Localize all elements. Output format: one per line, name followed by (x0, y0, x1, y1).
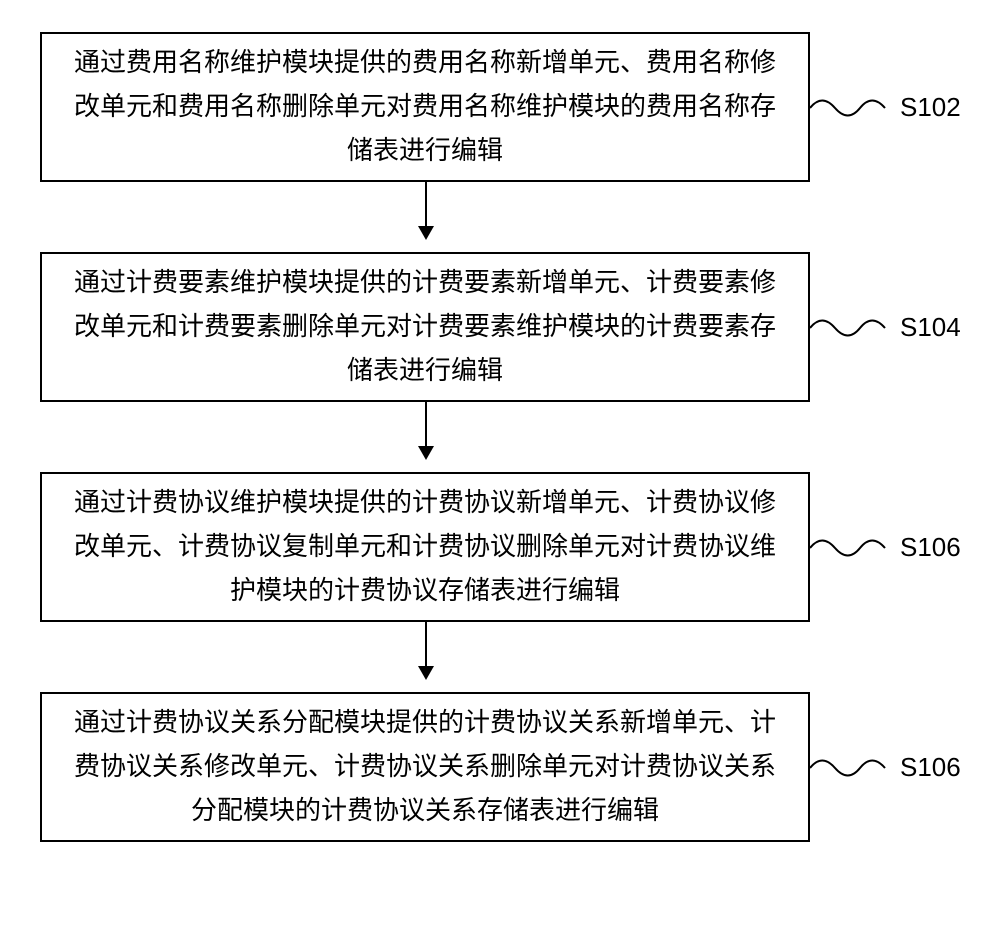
step-box-s106b: 通过计费协议关系分配模块提供的计费协议关系新增单元、计费协议关系修改单元、计费协… (40, 692, 810, 842)
step-text: 通过费用名称维护模块提供的费用名称新增单元、费用名称修改单元和费用名称删除单元对… (62, 41, 788, 174)
step-box-s104: 通过计费要素维护模块提供的计费要素新增单元、计费要素修改单元和计费要素删除单元对… (40, 252, 810, 402)
step-label-s106a: S106 (810, 532, 961, 563)
step-label-text: S102 (900, 92, 961, 123)
step-text: 通过计费协议维护模块提供的计费协议新增单元、计费协议修改单元、计费协议复制单元和… (62, 481, 788, 614)
squiggle-connector (810, 753, 900, 783)
step-label-s104: S104 (810, 312, 961, 343)
step-box-s102: 通过费用名称维护模块提供的费用名称新增单元、费用名称修改单元和费用名称删除单元对… (40, 32, 810, 182)
arrow-s106a-s106b (425, 622, 427, 678)
step-text: 通过计费要素维护模块提供的计费要素新增单元、计费要素修改单元和计费要素删除单元对… (62, 261, 788, 394)
arrow-s102-s104 (425, 182, 427, 238)
squiggle-connector (810, 533, 900, 563)
step-label-s102: S102 (810, 92, 961, 123)
step-label-text: S106 (900, 752, 961, 783)
step-label-text: S106 (900, 532, 961, 563)
arrow-s104-s106a (425, 402, 427, 458)
step-box-s106a: 通过计费协议维护模块提供的计费协议新增单元、计费协议修改单元、计费协议复制单元和… (40, 472, 810, 622)
step-label-s106b: S106 (810, 752, 961, 783)
step-label-text: S104 (900, 312, 961, 343)
step-text: 通过计费协议关系分配模块提供的计费协议关系新增单元、计费协议关系修改单元、计费协… (62, 701, 788, 834)
squiggle-connector (810, 93, 900, 123)
squiggle-connector (810, 313, 900, 343)
flowchart-container: 通过费用名称维护模块提供的费用名称新增单元、费用名称修改单元和费用名称删除单元对… (0, 20, 1000, 908)
